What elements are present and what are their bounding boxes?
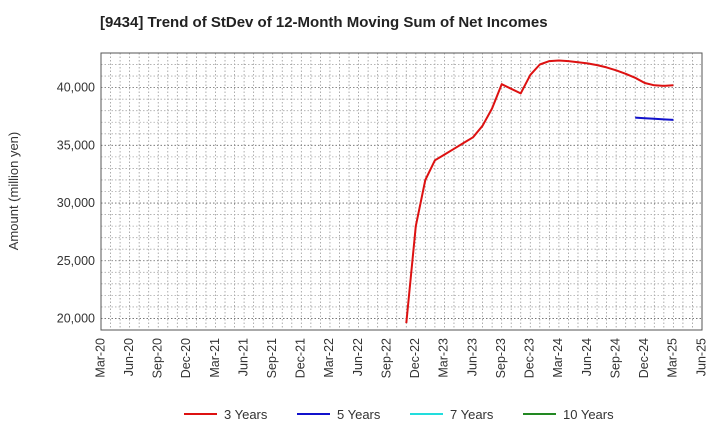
y-axis-title: Amount (million yen) — [6, 132, 21, 251]
chart-title: [9434] Trend of StDev of 12-Month Moving… — [100, 14, 548, 31]
x-tick-label: Dec-23 — [523, 338, 537, 378]
series-line-3-years — [405, 59, 674, 324]
x-tick-label: Sep-21 — [265, 338, 279, 378]
y-tick-label: 30,000 — [57, 196, 95, 210]
x-tick-label: Jun-23 — [465, 338, 479, 376]
x-tick-label: Mar-25 — [666, 338, 680, 378]
x-axis-tick-labels: Mar-20 Jun-20 Sep-20 Dec-20 Mar-21 Jun-21 Sep-… — [93, 338, 708, 378]
x-tick-label: Jun-24 — [580, 338, 594, 376]
y-axis-tick-labels: 20,000 25,000 30,000 35,000 40,000 — [57, 81, 95, 326]
y-tick-label: 20,000 — [57, 311, 95, 325]
x-tick-label: Jun-22 — [351, 338, 365, 376]
legend-label: 7 Years — [450, 407, 494, 422]
x-tick-label: Dec-22 — [408, 338, 422, 378]
x-tick-label: Dec-21 — [294, 338, 308, 378]
x-tick-label: Mar-20 — [93, 338, 107, 378]
x-tick-label: Sep-24 — [608, 338, 622, 378]
y-tick-label: 40,000 — [57, 81, 95, 95]
grid-lines — [101, 53, 702, 330]
x-tick-label: Jun-21 — [236, 338, 250, 376]
y-tick-label: 25,000 — [57, 254, 95, 268]
x-tick-label: Mar-22 — [322, 338, 336, 378]
legend-label: 3 Years — [224, 407, 268, 422]
x-tick-label: Sep-23 — [494, 338, 508, 378]
plot-series — [405, 59, 674, 324]
x-tick-label: Sep-22 — [379, 338, 393, 378]
legend-label: 5 Years — [337, 407, 381, 422]
x-tick-label: Jun-25 — [694, 338, 708, 376]
x-tick-label: Jun-20 — [122, 338, 136, 376]
y-tick-label: 35,000 — [57, 138, 95, 152]
series-line-5-years — [635, 116, 674, 121]
x-tick-label: Mar-24 — [551, 338, 565, 378]
x-tick-label: Mar-23 — [437, 338, 451, 378]
x-tick-label: Dec-20 — [179, 338, 193, 378]
plot-area-frame — [100, 52, 703, 331]
legend: 3 Years 5 Years 7 Years 10 Years — [184, 407, 614, 422]
legend-label: 10 Years — [563, 407, 614, 422]
x-tick-label: Dec-24 — [637, 338, 651, 378]
x-tick-label: Mar-21 — [208, 338, 222, 378]
x-tick-label: Sep-20 — [151, 338, 165, 378]
